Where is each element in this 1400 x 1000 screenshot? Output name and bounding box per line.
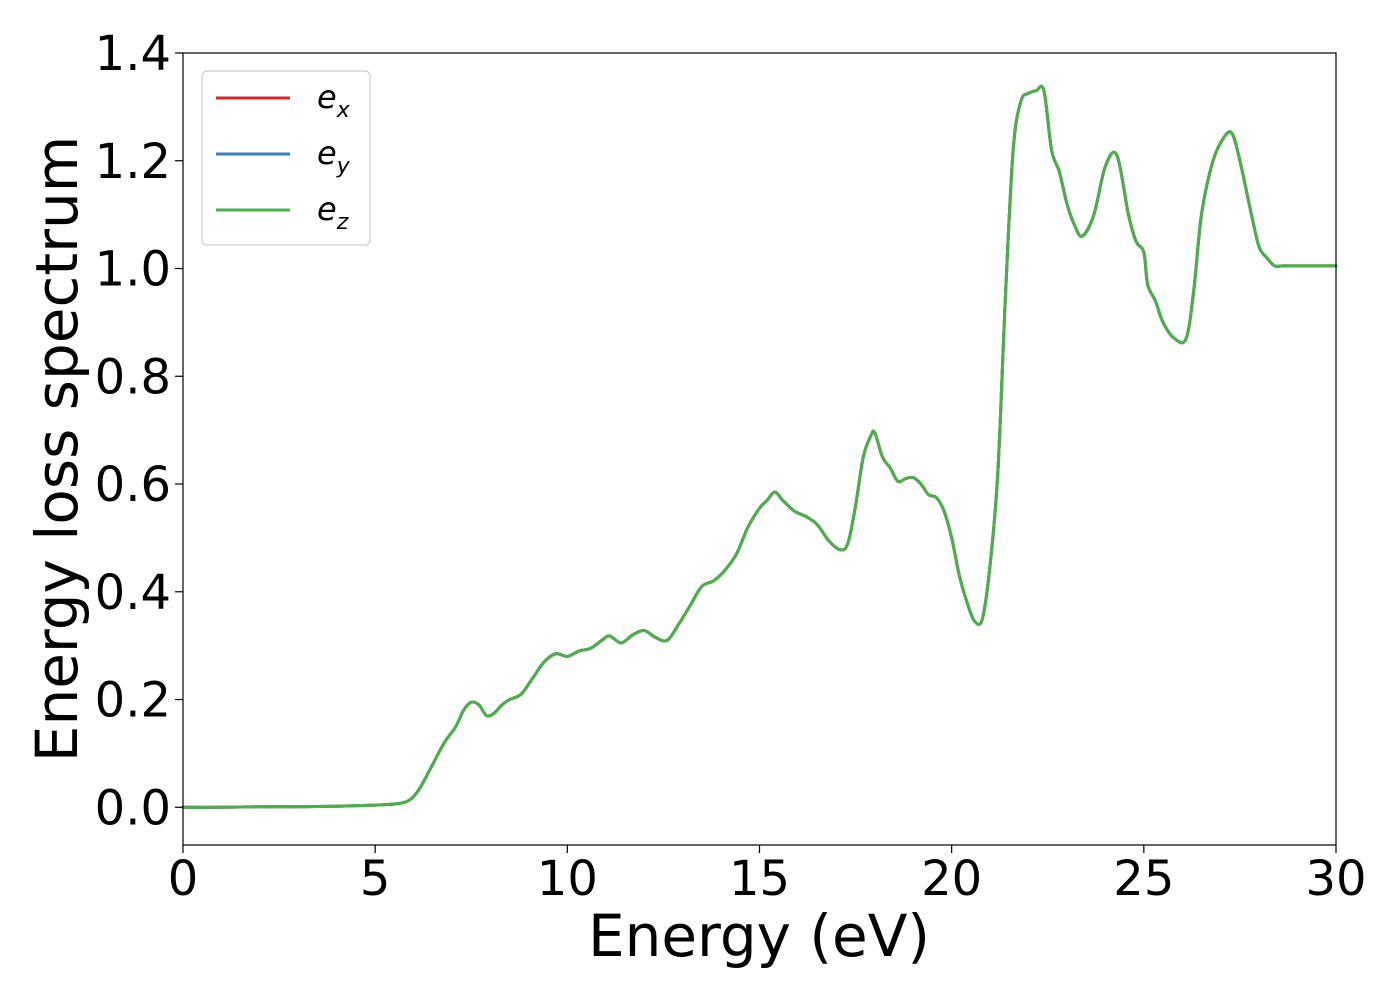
x-tick-label: 5	[360, 851, 391, 907]
y-tick-label: 0.8	[95, 349, 171, 405]
x-tick-label: 30	[1305, 851, 1366, 907]
x-tick-label: 20	[921, 851, 982, 907]
legend-label-subscript: x	[336, 98, 351, 123]
y-axis-label: Energy loss spectrum	[23, 136, 91, 762]
legend-label-y: ey	[317, 134, 351, 179]
legend-label-base: e	[317, 78, 337, 116]
x-axis-label: Energy (eV)	[588, 902, 930, 970]
y-tick-label: 1.2	[95, 134, 171, 190]
legend-label-z: ez	[317, 190, 349, 235]
legend-label-subscript: y	[336, 154, 351, 179]
series-layer	[181, 84, 1338, 809]
legend-label-subscript: z	[336, 210, 349, 235]
legend-label-x: ex	[317, 78, 351, 123]
x-axis: 0 5 10 15 20 25 30	[168, 845, 1367, 907]
x-tick-label: 25	[1113, 851, 1174, 907]
y-tick-label: 0.6	[95, 457, 171, 513]
y-tick-label: 0.0	[95, 780, 171, 836]
y-tick-label: 1.0	[95, 242, 171, 298]
series-line-z	[181, 84, 1338, 809]
legend-label-base: e	[317, 134, 337, 172]
legend-label-base: e	[317, 190, 337, 228]
x-tick-label: 10	[537, 851, 598, 907]
y-axis: 0.0 0.2 0.4 0.6 0.8 1.0 1.2 1.4	[95, 26, 183, 836]
legend-frame	[201, 70, 371, 246]
y-tick-label: 0.2	[95, 673, 171, 729]
x-tick-label: 15	[729, 851, 790, 907]
y-tick-label: 1.4	[95, 26, 171, 82]
x-tick-label: 0	[168, 851, 199, 907]
y-tick-label: 0.4	[95, 565, 171, 621]
